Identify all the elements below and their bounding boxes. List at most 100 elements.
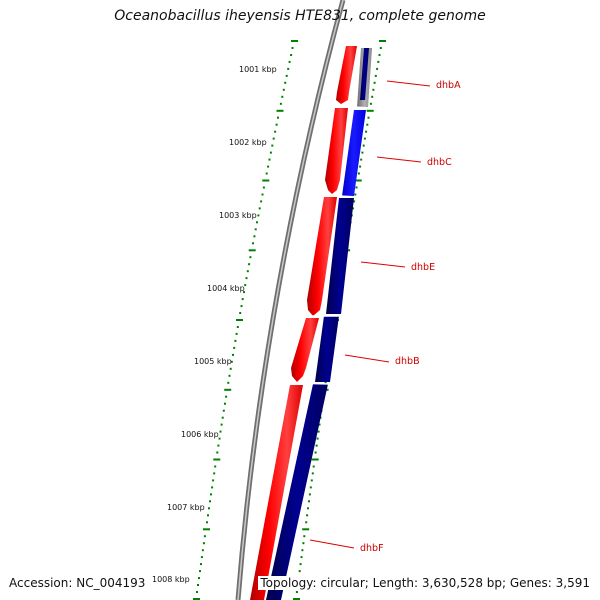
outer-tick bbox=[262, 179, 270, 182]
inner-tick bbox=[299, 563, 302, 566]
outer-tick bbox=[209, 500, 211, 503]
inner-tick bbox=[302, 528, 310, 531]
inner-tick bbox=[379, 40, 386, 42]
outer-tick bbox=[291, 40, 298, 42]
inner-tick bbox=[354, 179, 362, 182]
genome-summary-text: Topology: circular; Length: 3,630,528 bp… bbox=[258, 576, 592, 590]
outer-tick bbox=[217, 444, 220, 447]
inner-tick bbox=[360, 158, 363, 161]
kbp-label-1001: 1001 kbp bbox=[239, 65, 277, 74]
gene-label-dhbB[interactable]: dhbB bbox=[395, 356, 420, 367]
inner-tick bbox=[310, 479, 313, 482]
outer-tick bbox=[228, 374, 231, 377]
inner-tick bbox=[352, 207, 354, 210]
inner-tick bbox=[308, 493, 311, 496]
outer-tick bbox=[275, 123, 278, 126]
outer-tick bbox=[198, 577, 200, 580]
outer-tick bbox=[239, 312, 242, 314]
inner-tick bbox=[295, 591, 298, 593]
inner-tick bbox=[314, 451, 317, 454]
outer-tick bbox=[258, 207, 261, 210]
outer-tick bbox=[249, 256, 252, 259]
gene-label-dhbA[interactable]: dhbA bbox=[436, 80, 461, 91]
inner-tick bbox=[366, 123, 369, 126]
kbp-label-1005: 1005 kbp bbox=[194, 357, 232, 366]
genome-title: Oceanobacillus iheyensis HTE831, complet… bbox=[114, 8, 486, 24]
outer-tick bbox=[200, 556, 203, 559]
outer-tick bbox=[254, 228, 257, 231]
inner-tick bbox=[315, 444, 318, 447]
outer-tick bbox=[220, 423, 223, 426]
outer-tick bbox=[213, 472, 216, 475]
inner-tick bbox=[362, 144, 365, 147]
gene-label-dhbE[interactable]: dhbE bbox=[411, 262, 436, 273]
outer-tick bbox=[202, 542, 205, 545]
gene-callout-lines bbox=[309, 80, 431, 549]
inner-tick bbox=[357, 172, 360, 175]
outer-tick bbox=[274, 130, 277, 133]
inner-tick bbox=[353, 200, 356, 203]
outer-tick bbox=[203, 535, 206, 538]
inner-tick bbox=[372, 88, 375, 91]
outer-tick bbox=[253, 235, 256, 238]
outer-tick bbox=[267, 165, 270, 168]
outer-tick bbox=[233, 346, 236, 349]
outer-tick bbox=[262, 186, 265, 189]
outer-tick bbox=[257, 214, 260, 217]
outer-tick bbox=[224, 402, 226, 405]
forward-feature-3 bbox=[307, 197, 337, 316]
inner-tick bbox=[318, 423, 321, 426]
inner-tick bbox=[369, 102, 372, 105]
inner-tick bbox=[378, 54, 381, 56]
feature-separators bbox=[289, 105, 373, 385]
outer-tick bbox=[282, 88, 285, 91]
kbp-label-1003: 1003 kbp bbox=[219, 211, 257, 220]
inner-tick bbox=[303, 535, 306, 538]
outer-tick bbox=[214, 465, 217, 468]
outer-tick bbox=[196, 591, 198, 593]
outer-tick bbox=[200, 563, 202, 566]
outer-tick bbox=[246, 270, 249, 273]
reverse-feature-5 bbox=[266, 384, 328, 600]
outer-tick bbox=[211, 486, 214, 489]
outer-tick bbox=[221, 416, 224, 419]
inner-tick bbox=[324, 381, 327, 384]
outer-tick bbox=[213, 458, 221, 461]
outer-tick bbox=[240, 305, 243, 308]
inner-tick bbox=[302, 542, 305, 545]
outer-tick bbox=[224, 388, 232, 391]
outer-tick bbox=[197, 584, 199, 586]
inner-tick bbox=[306, 514, 309, 517]
inner-tick bbox=[371, 95, 374, 98]
outer-tick bbox=[261, 193, 264, 196]
inner-tick bbox=[311, 458, 319, 461]
outer-tick bbox=[248, 249, 256, 252]
outer-tick bbox=[291, 47, 294, 49]
outer-tick bbox=[232, 353, 234, 356]
outer-tick bbox=[207, 514, 209, 517]
outer-tick bbox=[193, 598, 200, 600]
forward-feature-5 bbox=[250, 385, 303, 600]
inner-tick bbox=[307, 507, 309, 510]
gene-label-dhbC[interactable]: dhbC bbox=[427, 157, 452, 168]
reverse-strand-track bbox=[266, 48, 372, 600]
outer-tick bbox=[269, 151, 272, 154]
forward-feature-4 bbox=[291, 318, 319, 382]
outer-tick bbox=[222, 409, 225, 412]
outer-tick bbox=[277, 116, 279, 119]
outer-tick bbox=[229, 367, 232, 370]
outer-tick bbox=[279, 102, 282, 105]
outer-tick bbox=[265, 172, 268, 175]
outer-tick bbox=[252, 242, 254, 245]
outer-tick bbox=[230, 360, 233, 363]
inner-tick bbox=[305, 521, 308, 524]
outer-tick bbox=[219, 430, 222, 433]
gene-label-dhbF[interactable]: dhbF bbox=[360, 543, 384, 554]
outer-tick bbox=[256, 221, 258, 224]
outer-tick bbox=[284, 81, 287, 84]
inner-tick bbox=[309, 486, 312, 489]
outer-tick bbox=[203, 528, 210, 531]
inner-tick bbox=[377, 60, 380, 63]
inner-tick bbox=[311, 472, 314, 475]
